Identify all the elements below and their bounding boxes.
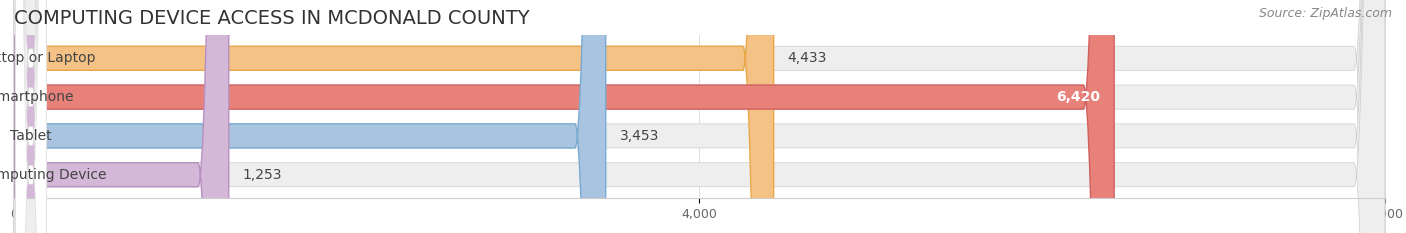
Text: No Computing Device: No Computing Device: [0, 168, 107, 182]
Text: 3,453: 3,453: [620, 129, 659, 143]
FancyBboxPatch shape: [14, 0, 1385, 233]
Text: 6,420: 6,420: [1056, 90, 1101, 104]
FancyBboxPatch shape: [15, 0, 46, 233]
Text: Smartphone: Smartphone: [0, 90, 73, 104]
FancyBboxPatch shape: [14, 0, 606, 233]
Text: 1,253: 1,253: [242, 168, 283, 182]
FancyBboxPatch shape: [15, 0, 46, 233]
Text: Desktop or Laptop: Desktop or Laptop: [0, 51, 96, 65]
FancyBboxPatch shape: [14, 0, 229, 233]
FancyBboxPatch shape: [14, 0, 773, 233]
FancyBboxPatch shape: [14, 0, 1385, 233]
Text: Source: ZipAtlas.com: Source: ZipAtlas.com: [1258, 7, 1392, 20]
FancyBboxPatch shape: [14, 0, 1385, 233]
Text: 4,433: 4,433: [787, 51, 827, 65]
Text: Tablet: Tablet: [10, 129, 52, 143]
FancyBboxPatch shape: [14, 0, 1114, 233]
FancyBboxPatch shape: [15, 0, 46, 233]
Text: COMPUTING DEVICE ACCESS IN MCDONALD COUNTY: COMPUTING DEVICE ACCESS IN MCDONALD COUN…: [14, 9, 530, 28]
FancyBboxPatch shape: [15, 0, 46, 233]
FancyBboxPatch shape: [14, 0, 1385, 233]
